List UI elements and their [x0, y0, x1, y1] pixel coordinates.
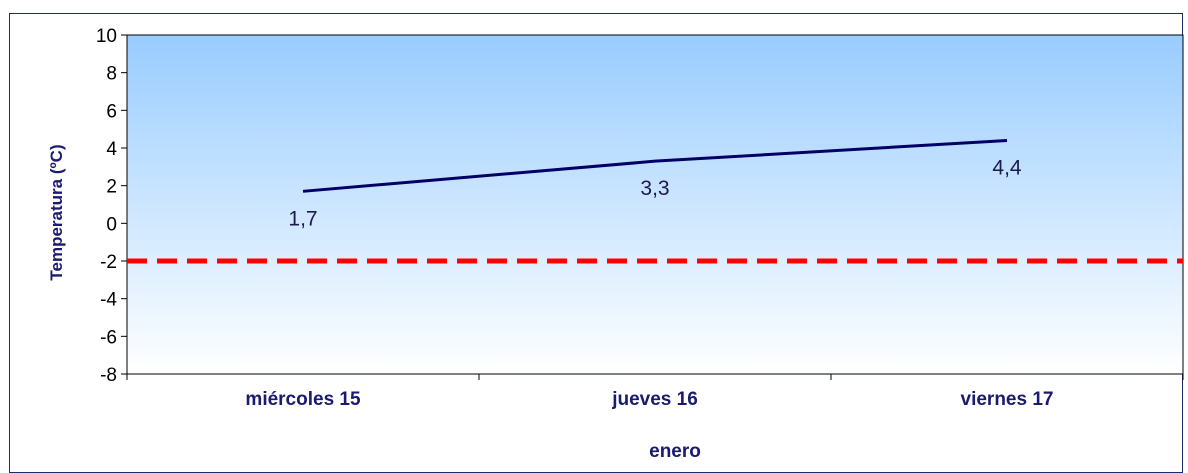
- y-tick-label: 2: [106, 177, 117, 198]
- x-axis-title: enero: [649, 441, 701, 459]
- y-axis-title: Temperatura (ºC): [47, 144, 66, 280]
- x-category-label: jueves 16: [611, 389, 698, 410]
- plot-area: [126, 34, 1184, 375]
- y-tick-label: 4: [106, 139, 117, 160]
- data-label: 1,7: [288, 207, 317, 230]
- x-category-label: miércoles 15: [245, 389, 361, 410]
- y-tick-label: -6: [100, 327, 117, 348]
- y-tick-label: -4: [100, 290, 117, 311]
- y-tick-label: 10: [96, 26, 117, 47]
- line-chart: 10 8 6 4 2 0 -2 -4 -6 -8 1,7 3,3 4,4 miércoles 15 ju…: [47, 26, 1184, 459]
- y-tick-label: 0: [106, 214, 117, 235]
- y-tick-label: 8: [106, 64, 117, 85]
- data-label: 3,3: [640, 177, 669, 200]
- y-tick-label: 6: [106, 101, 117, 122]
- series-line: [302, 138, 1008, 193]
- x-axis: miércoles 15 jueves 16 viernes 17: [126, 373, 1184, 410]
- x-category-label: viernes 17: [961, 389, 1054, 410]
- y-tick-label: -8: [100, 365, 117, 386]
- series-group: 1,7 3,3 4,4: [288, 138, 1022, 230]
- y-tick-label: -2: [100, 252, 117, 273]
- data-label: 4,4: [992, 156, 1022, 179]
- y-axis: 10 8 6 4 2 0 -2 -4 -6 -8: [96, 26, 128, 386]
